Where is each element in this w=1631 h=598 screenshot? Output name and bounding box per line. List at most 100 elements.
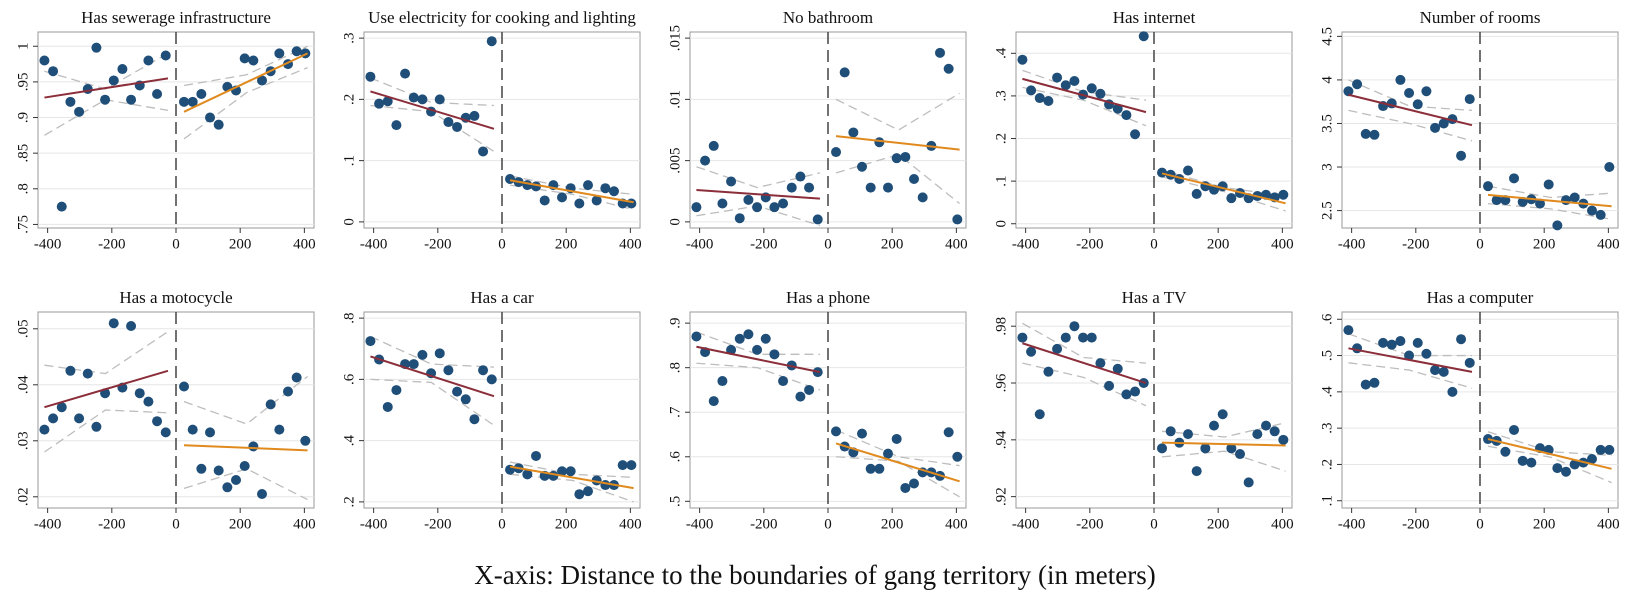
- x-tick-label: 400: [1597, 236, 1620, 252]
- x-tick-label: 400: [293, 516, 316, 532]
- data-point: [65, 365, 76, 376]
- x-tick-label: -400: [34, 516, 62, 532]
- data-point: [1447, 386, 1458, 397]
- x-tick-label: 200: [555, 236, 578, 252]
- data-point: [1438, 366, 1449, 377]
- fit-line: [44, 369, 169, 409]
- panel-title: Has a phone: [786, 288, 870, 307]
- data-point: [1404, 350, 1415, 361]
- data-point: [1464, 94, 1475, 105]
- data-point: [857, 161, 868, 172]
- data-point: [1412, 337, 1423, 348]
- x-tick-label: -200: [1402, 236, 1430, 252]
- y-tick-label: .3: [341, 33, 357, 44]
- x-tick-label: -200: [424, 236, 452, 252]
- data-point: [1491, 195, 1502, 206]
- x-tick-label: -400: [1338, 516, 1366, 532]
- data-point: [522, 180, 533, 191]
- data-point: [1121, 110, 1132, 121]
- y-tick-label: .5: [1319, 350, 1335, 361]
- data-point: [486, 36, 497, 47]
- data-point: [626, 198, 637, 209]
- data-point: [1352, 79, 1363, 90]
- x-tick-label: 200: [881, 516, 904, 532]
- data-point: [1243, 477, 1254, 488]
- data-point: [291, 46, 302, 57]
- data-point: [1378, 337, 1389, 348]
- data-point: [1369, 129, 1380, 140]
- data-point: [382, 96, 393, 107]
- data-point: [935, 47, 946, 58]
- data-point: [600, 480, 611, 491]
- data-point: [943, 63, 954, 74]
- data-point: [1509, 173, 1520, 184]
- data-point: [48, 413, 59, 424]
- data-point: [795, 391, 806, 402]
- x-tick-label: 400: [945, 516, 968, 532]
- data-point: [100, 94, 111, 105]
- data-point: [1121, 389, 1132, 400]
- fit-line: [1162, 441, 1286, 447]
- y-tick-label: .98: [993, 317, 1009, 336]
- data-point: [743, 194, 754, 205]
- x-tick-label: -400: [1012, 236, 1040, 252]
- fit-line: [183, 444, 308, 452]
- data-point: [557, 192, 568, 203]
- x-tick-label: 0: [1476, 516, 1484, 532]
- data-point: [1157, 443, 1168, 454]
- fit-line: [183, 52, 309, 113]
- data-point: [408, 359, 419, 370]
- data-point: [196, 463, 207, 474]
- x-tick-label: 200: [229, 236, 252, 252]
- fit-line: [1022, 342, 1147, 384]
- confidence-band: [1161, 450, 1286, 472]
- data-point: [574, 198, 585, 209]
- x-tick-label: -400: [360, 516, 388, 532]
- data-point: [108, 75, 119, 86]
- data-point: [222, 482, 233, 493]
- data-point: [1517, 196, 1528, 207]
- data-point: [257, 489, 268, 499]
- y-tick-label: .2: [993, 133, 1009, 144]
- y-tick-label: .8: [667, 362, 683, 373]
- y-tick-label: .94: [993, 430, 1009, 449]
- data-point: [1604, 444, 1615, 455]
- data-point: [74, 106, 85, 117]
- data-point: [1252, 429, 1263, 440]
- data-point: [700, 155, 711, 166]
- data-point: [48, 66, 59, 77]
- data-point: [91, 421, 102, 432]
- data-point: [1343, 325, 1354, 336]
- data-point: [1404, 87, 1415, 98]
- x-tick-label: -400: [686, 516, 714, 532]
- fit-line: [370, 355, 495, 398]
- confidence-band: [370, 378, 495, 426]
- panel-title: No bathroom: [783, 8, 873, 27]
- data-point: [804, 384, 815, 395]
- data-point: [1052, 72, 1063, 83]
- data-point: [1034, 409, 1045, 420]
- data-point: [778, 376, 789, 387]
- confidence-band: [1348, 109, 1473, 142]
- data-point: [434, 348, 445, 359]
- data-point: [1500, 446, 1511, 457]
- y-tick-label: 3: [1319, 163, 1335, 171]
- data-point: [900, 151, 911, 162]
- data-point: [1278, 189, 1289, 200]
- y-tick-label: .005: [667, 148, 683, 174]
- data-point: [1052, 343, 1063, 354]
- data-point: [1561, 195, 1572, 206]
- data-point: [478, 365, 489, 376]
- data-point: [74, 413, 85, 424]
- data-point: [952, 214, 963, 225]
- confidence-band: [835, 153, 960, 205]
- data-point: [1595, 209, 1606, 220]
- data-point: [1095, 358, 1106, 369]
- confidence-band: [183, 375, 308, 425]
- x-tick-label: 200: [229, 516, 252, 532]
- x-tick-label: 400: [1597, 516, 1620, 532]
- data-point: [257, 75, 268, 86]
- data-point: [1269, 426, 1280, 437]
- data-point: [1278, 434, 1289, 445]
